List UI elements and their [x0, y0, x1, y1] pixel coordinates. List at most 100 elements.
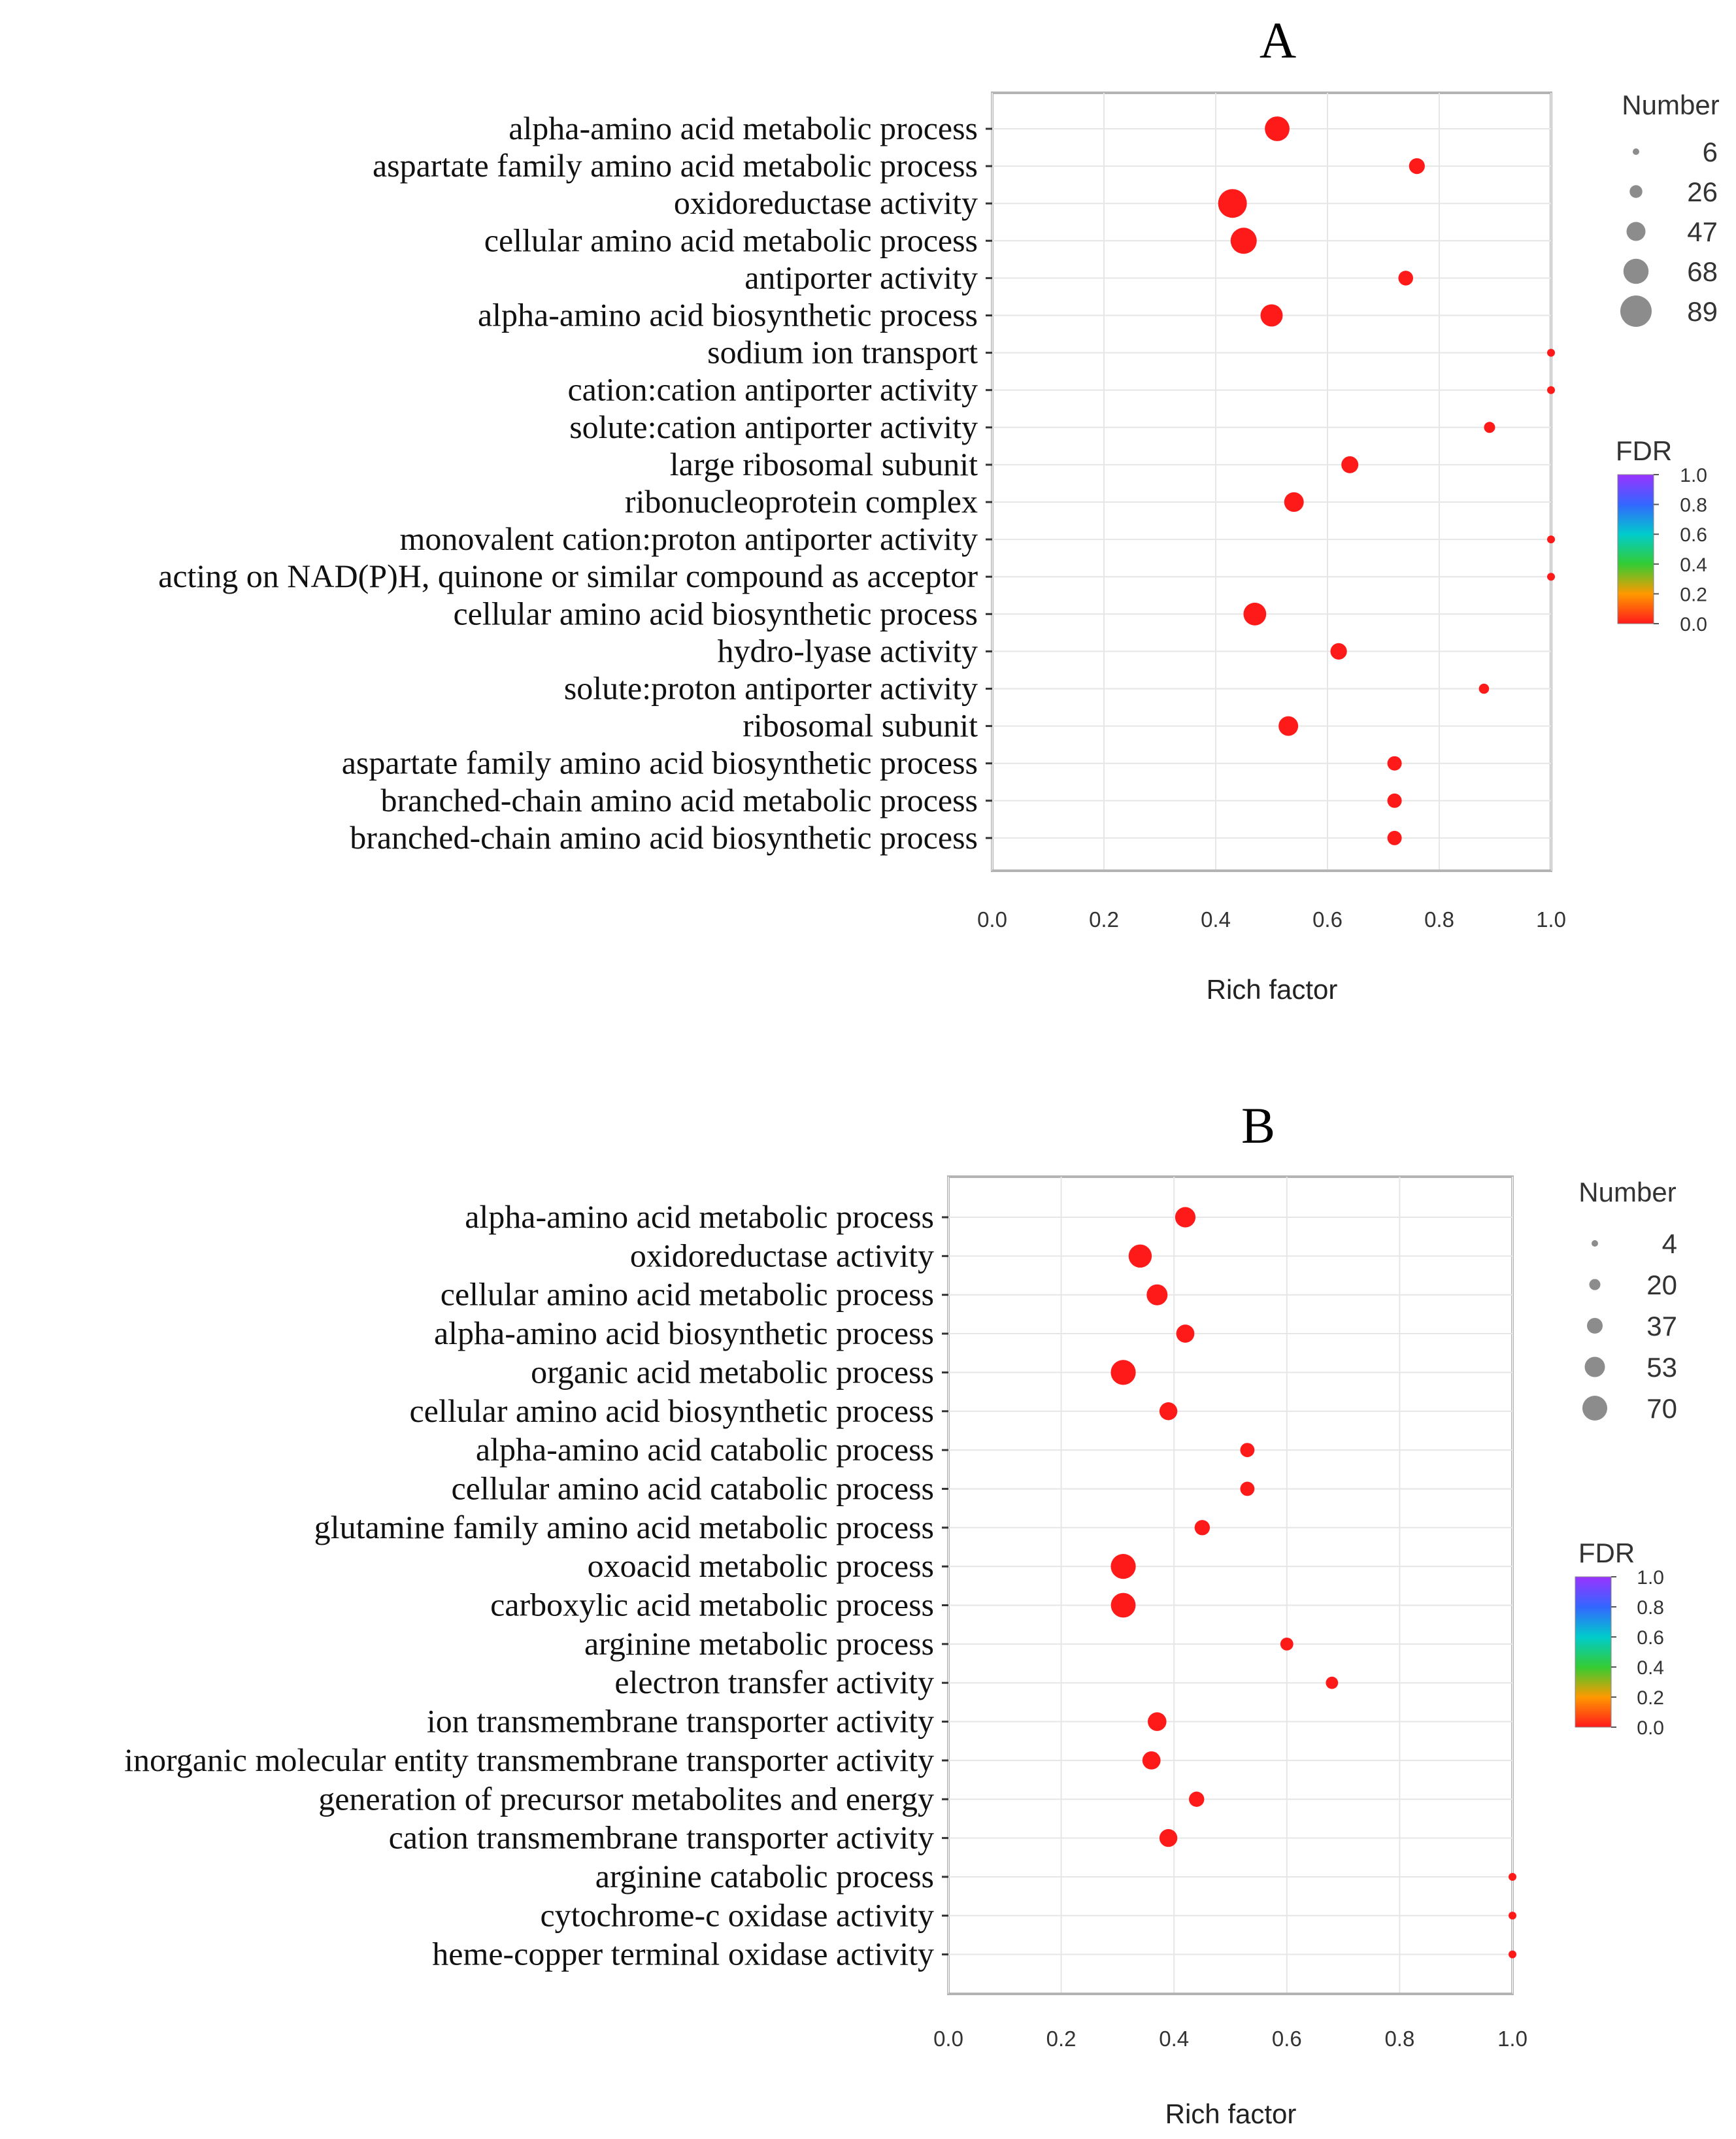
y-tick-label: cellular amino acid biosynthetic process — [453, 595, 978, 632]
y-tick-label: arginine catabolic process — [595, 1858, 934, 1895]
fdr-tick-label: 0.4 — [1637, 1657, 1664, 1679]
data-point — [1341, 456, 1359, 473]
size-legend-dot — [1587, 1318, 1603, 1334]
size-legend-value: 6 — [1703, 137, 1718, 167]
y-tick-label: solute:proton antiporter activity — [564, 670, 978, 707]
x-tick-label: 0.0 — [933, 2027, 963, 2051]
data-point — [1387, 830, 1402, 845]
y-tick-label: antiporter activity — [744, 259, 978, 295]
size-legend-dot — [1582, 1396, 1607, 1421]
data-point — [1547, 348, 1555, 357]
data-point — [1509, 1912, 1516, 1920]
y-tick-label: carboxylic acid metabolic process — [490, 1587, 934, 1623]
size-legend-value: 53 — [1646, 1352, 1677, 1383]
fdr-tick-label: 0.8 — [1680, 495, 1707, 516]
y-tick-label: oxoacid metabolic process — [588, 1547, 934, 1584]
y-tick-label: oxidoreductase activity — [630, 1237, 934, 1273]
y-tick-label: alpha-amino acid catabolic process — [476, 1431, 934, 1468]
data-point — [1387, 756, 1402, 771]
size-legend-dot — [1620, 295, 1652, 327]
data-point — [1218, 189, 1247, 218]
data-point — [1240, 1443, 1255, 1458]
fdr-tick-label: 0.2 — [1680, 584, 1707, 605]
data-point — [1409, 158, 1425, 175]
data-point — [1142, 1751, 1161, 1770]
y-tick-label: branched-chain amino acid biosynthetic p… — [350, 819, 978, 856]
fdr-tick-label: 1.0 — [1637, 1567, 1664, 1589]
data-point — [1509, 1950, 1516, 1959]
y-tick-label: ribosomal subunit — [743, 707, 978, 744]
data-point — [1547, 386, 1555, 394]
y-tick-label: alpha-amino acid biosynthetic process — [478, 297, 978, 333]
size-legend-value: 89 — [1687, 296, 1718, 327]
panel-b: B 0.0 0.2 0.4 0.6 0.8 1.0 alpha-amino acid meta… — [124, 1097, 1677, 2129]
size-legend-dot — [1633, 148, 1639, 155]
x-tick-label: 1.0 — [1497, 2027, 1527, 2051]
y-tick-label: heme-copper terminal oxidase activity — [432, 1936, 934, 1972]
x-tick-label: 0.6 — [1272, 2027, 1302, 2051]
y-tick-label: cation:cation antiporter activity — [567, 371, 978, 408]
x-axis-title: Rich factor — [1207, 974, 1338, 1005]
x-axis-title: Rich factor — [1165, 2098, 1297, 2129]
y-tick-label: organic acid metabolic process — [531, 1353, 934, 1390]
data-point — [1189, 1791, 1205, 1807]
data-point — [1110, 1592, 1136, 1618]
data-point — [1478, 683, 1490, 694]
x-tick-label: 0.2 — [1089, 907, 1119, 932]
data-point — [1547, 573, 1555, 581]
fdr-tick-label: 0.0 — [1680, 614, 1707, 635]
y-tick-label: inorganic molecular entity transmembrane… — [124, 1742, 934, 1778]
fdr-color-bar — [1617, 474, 1654, 624]
size-legend-value: 20 — [1646, 1270, 1677, 1300]
x-tick-label: 0.2 — [1046, 2027, 1077, 2051]
data-point — [1265, 116, 1290, 141]
y-tick-label: ribonucleoprotein complex — [625, 483, 978, 520]
data-point — [1330, 643, 1347, 660]
y-tick-label: hydro-lyase activity — [718, 632, 978, 669]
fdr-tick-label: 0.2 — [1637, 1687, 1664, 1709]
size-legend-value: 37 — [1646, 1311, 1677, 1341]
y-tick-label: cytochrome-c oxidase activity — [540, 1896, 934, 1933]
data-point — [1194, 1520, 1210, 1536]
fdr-tick-label: 0.4 — [1680, 554, 1707, 576]
data-point — [1159, 1402, 1178, 1421]
data-point — [1284, 492, 1304, 512]
data-point — [1547, 535, 1555, 544]
size-legend-title: Number — [1622, 90, 1719, 120]
data-point — [1243, 602, 1267, 626]
x-tick-label: 0.8 — [1424, 907, 1454, 932]
y-tick-label: branched-chain amino acid metabolic proc… — [380, 782, 978, 818]
fdr-tick-label: 0.8 — [1637, 1597, 1664, 1619]
panel-a: A 0.0 0.2 0.4 0.6 0.8 1.0 alpha-amino acid meta… — [158, 12, 1720, 1005]
size-legend-dot — [1626, 222, 1646, 241]
size-legend-dot — [1592, 1240, 1598, 1247]
y-tick-label: cellular amino acid biosynthetic process — [409, 1392, 934, 1429]
plot-frame — [991, 92, 1552, 872]
size-legend-value: 26 — [1687, 177, 1718, 207]
fdr-tick-label: 0.0 — [1637, 1717, 1664, 1739]
fdr-color-bar — [1575, 1576, 1612, 1728]
y-tick-label: alpha-amino acid metabolic process — [509, 110, 978, 146]
y-tick-label: arginine metabolic process — [584, 1625, 934, 1662]
y-tick-label: aspartate family amino acid biosynthetic… — [342, 745, 978, 781]
y-tick-label: acting on NAD(P)H, quinone or similar co… — [158, 558, 978, 594]
fdr-tick-label: 0.6 — [1680, 524, 1707, 546]
data-point — [1159, 1828, 1178, 1847]
y-tick-label: oxidoreductase activity — [674, 184, 978, 221]
data-point — [1387, 793, 1402, 808]
data-point — [1398, 271, 1413, 286]
data-point — [1240, 1481, 1255, 1496]
panel-title: B — [1241, 1097, 1275, 1154]
y-tick-label: cellular amino acid metabolic process — [484, 222, 978, 258]
y-tick-label: cellular amino acid catabolic process — [451, 1470, 934, 1506]
x-tick-label: 0.4 — [1159, 2027, 1189, 2051]
x-tick-label: 0.8 — [1384, 2027, 1414, 2051]
data-point — [1260, 304, 1283, 327]
data-point — [1110, 1360, 1136, 1385]
data-point — [1146, 1284, 1168, 1305]
size-legend-value: 70 — [1646, 1393, 1677, 1424]
size-legend-dot — [1584, 1356, 1605, 1377]
y-tick-label: sodium ion transport — [707, 334, 978, 371]
fdr-tick-label: 0.6 — [1637, 1627, 1664, 1649]
fdr-legend-title: FDR — [1616, 435, 1672, 466]
